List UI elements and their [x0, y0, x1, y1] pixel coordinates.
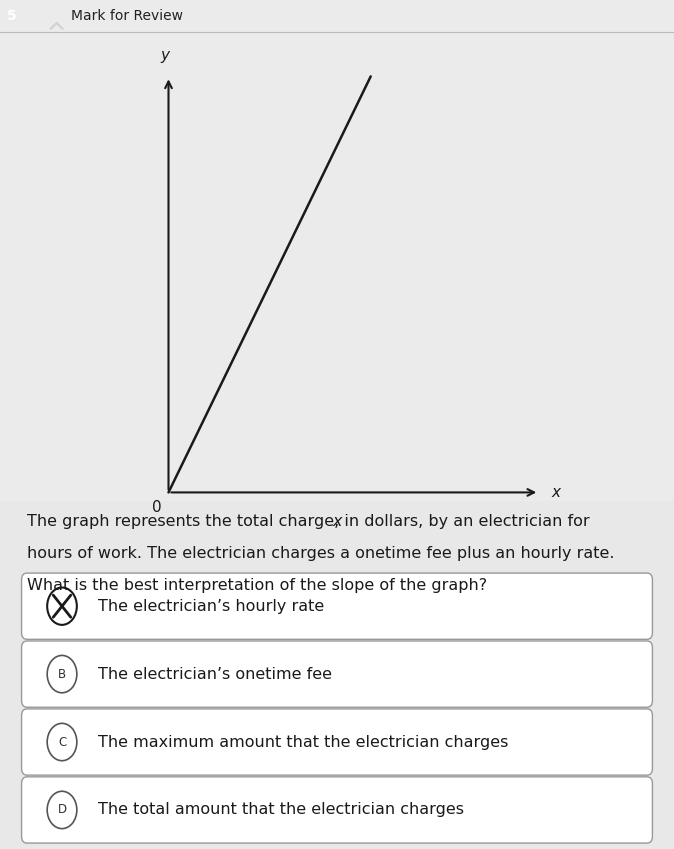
FancyBboxPatch shape: [22, 573, 652, 639]
Text: hours of work. The electrician charges a onetime fee plus an hourly rate.: hours of work. The electrician charges a…: [27, 546, 615, 561]
Text: The electrician’s onetime fee: The electrician’s onetime fee: [98, 666, 332, 682]
Text: 0: 0: [152, 500, 161, 515]
FancyBboxPatch shape: [0, 0, 674, 32]
Text: D: D: [57, 803, 67, 817]
Text: What is the best interpretation of the slope of the graph?: What is the best interpretation of the s…: [27, 578, 487, 593]
Text: x: x: [551, 485, 561, 500]
Text: The maximum amount that the electrician charges: The maximum amount that the electrician …: [98, 734, 508, 750]
Text: The graph represents the total charge, in dollars, by an electrician for: The graph represents the total charge, i…: [27, 514, 594, 529]
Text: B: B: [58, 667, 66, 681]
Text: Mark for Review: Mark for Review: [71, 9, 183, 23]
Text: The electrician’s hourly rate: The electrician’s hourly rate: [98, 599, 324, 614]
FancyBboxPatch shape: [22, 641, 652, 707]
Text: x: x: [332, 514, 342, 529]
FancyBboxPatch shape: [0, 0, 674, 501]
Text: C: C: [58, 735, 66, 749]
FancyBboxPatch shape: [22, 777, 652, 843]
FancyBboxPatch shape: [3, 2, 20, 31]
FancyBboxPatch shape: [22, 709, 652, 775]
Text: The total amount that the electrician charges: The total amount that the electrician ch…: [98, 802, 464, 818]
Text: y: y: [160, 48, 170, 63]
Text: 5: 5: [7, 9, 16, 23]
